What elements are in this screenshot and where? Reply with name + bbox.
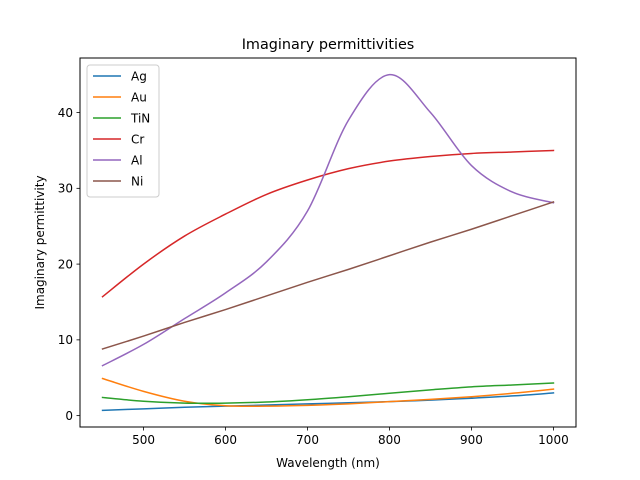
chart-marks: [101, 73, 555, 412]
series-line-ag: [101, 392, 555, 412]
x-axis: 500 600 700 800 900 1000: [132, 427, 569, 447]
legend-label-au: Au: [131, 90, 147, 104]
y-axis-label: Imaginary permittivity: [33, 175, 47, 309]
chart-title: Imaginary permittivities: [242, 37, 415, 53]
legend-label-ag: Ag: [131, 69, 147, 83]
y-tick-label: 30: [58, 182, 73, 196]
x-tick-label: 900: [460, 433, 483, 447]
x-tick-label: 500: [132, 433, 155, 447]
legend-label-cr: Cr: [131, 132, 144, 146]
x-axis-label: Wavelength (nm): [276, 456, 380, 470]
x-tick-label: 700: [296, 433, 319, 447]
series-line-cr: [101, 149, 555, 298]
y-tick-label: 0: [65, 409, 73, 423]
legend-label-tin: TiN: [130, 111, 150, 125]
legend-box: [86, 64, 160, 198]
x-tick-label: 1000: [538, 433, 569, 447]
series-line-al: [101, 73, 555, 367]
legend-label-ni: Ni: [131, 174, 143, 188]
y-tick-label: 10: [58, 333, 73, 347]
legend-label-al: Al: [131, 153, 143, 167]
y-axis: 0 10 20 30 40: [58, 106, 80, 423]
x-tick-label: 600: [214, 433, 237, 447]
series-line-au: [101, 377, 555, 408]
plot-frame: [79, 57, 577, 428]
series-line-tin: [101, 382, 555, 405]
series-line-ni: [101, 201, 555, 350]
x-tick-label: 800: [378, 433, 401, 447]
y-tick-label: 20: [58, 257, 73, 271]
y-tick-label: 40: [58, 106, 73, 120]
legend: Ag Au TiN Cr Al Ni: [86, 64, 160, 198]
